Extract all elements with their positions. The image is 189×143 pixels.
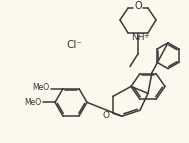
- Text: O: O: [102, 111, 109, 120]
- Text: MeO: MeO: [24, 98, 41, 107]
- Text: MeO: MeO: [32, 83, 49, 92]
- Text: NH: NH: [131, 33, 145, 42]
- Text: O: O: [134, 1, 142, 11]
- Text: +: +: [143, 33, 149, 39]
- Text: Cl⁻: Cl⁻: [66, 40, 82, 50]
